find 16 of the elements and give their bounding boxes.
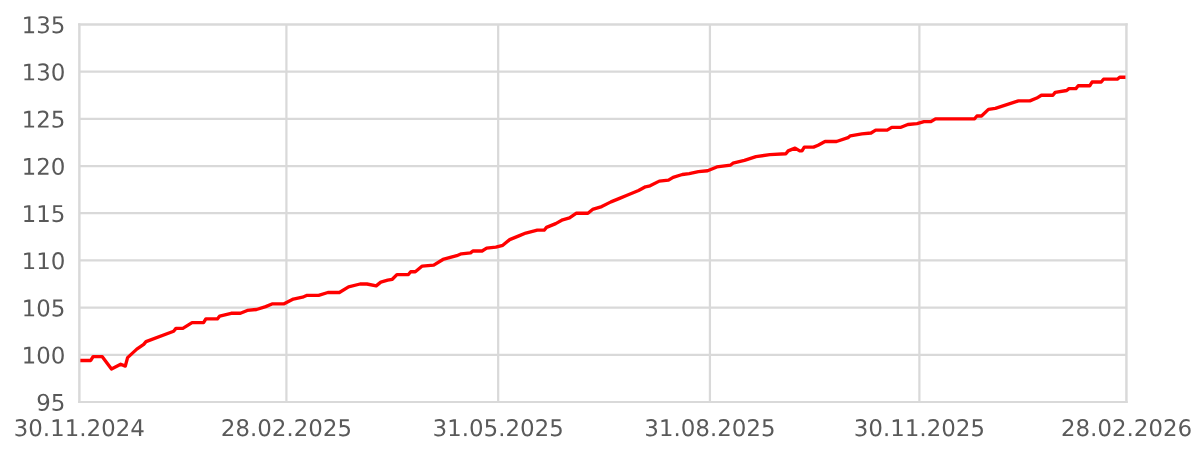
y-tick-label: 115 (24, 205, 64, 223)
x-tick-label: 28.02.2026 (1062, 419, 1191, 437)
y-tick-label: 120 (24, 157, 64, 176)
x-tick-label: 28.02.2025 (222, 419, 351, 437)
y-tick-label: 125 (24, 110, 64, 128)
y-tick-label: 135 (24, 16, 64, 34)
y-tick-label: 130 (24, 63, 64, 81)
y-tick-label: 100 (24, 346, 64, 364)
y-tick-label: 110 (24, 252, 64, 270)
y-tick-label: 105 (24, 299, 64, 317)
line-series (79, 75, 1127, 371)
x-tick-label: 31.05.2025 (434, 419, 562, 437)
x-tick-label: 31.08.2025 (646, 419, 774, 437)
x-tick-label: 30.11.2025 (855, 419, 983, 437)
x-tick-label: 30.11.2024 (15, 419, 144, 437)
y-tick-label: 95 (37, 393, 64, 412)
